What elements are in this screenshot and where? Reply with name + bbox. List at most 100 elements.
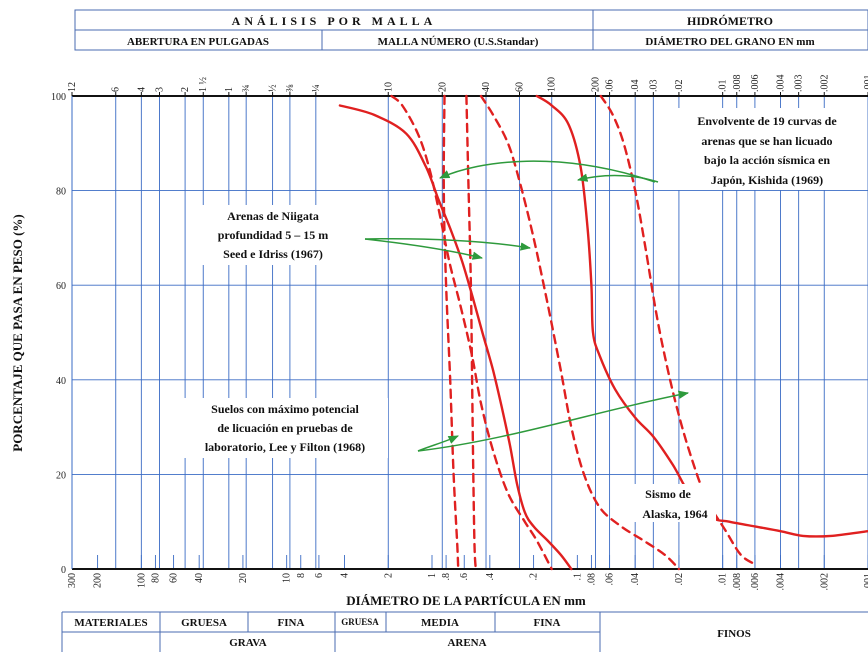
top-tick-label: 1 (224, 87, 235, 92)
top-tick-label: .006 (750, 75, 761, 93)
top-tick-label: .008 (732, 75, 743, 93)
bottom-tick-label: 100 (136, 573, 147, 588)
top-tick-labels: 12 6 4 3 2 1 ½ 1 ¾ ½ ⅜ ¼ 10 20 40 60 100 200 .06 .04 .03 .02… (67, 75, 868, 96)
bottom-tick-label: 10 (282, 573, 293, 583)
bottom-tick-label: 200 (93, 573, 104, 588)
bottom-tick-label: .008 (732, 573, 743, 591)
curve-lee-left (442, 94, 460, 571)
top-tick-label: 100 (547, 77, 558, 92)
header-mesh-number: MALLA NÚMERO (U.S.Standar) (378, 36, 539, 48)
annotation-alaska-line-1: Sismo de (645, 487, 691, 501)
annotation-kishida: Envolvente de 19 curvas de arenas que se… (666, 108, 866, 190)
annotation-kishida-line-4: Japón, Kishida (1969) (711, 173, 823, 187)
arrow-kishida-right (576, 173, 659, 183)
top-tick-label: .03 (648, 80, 659, 93)
top-tick-label: 2 (180, 87, 191, 92)
top-tick-label: ½ (268, 84, 279, 92)
bottom-tick-label: .8 (441, 573, 452, 581)
annotation-lee-line-2: de licuación en pruebas de (217, 421, 353, 435)
top-tick-label: ¼ (311, 84, 322, 92)
y-tick-label: 0 (61, 565, 66, 576)
top-tick-label: 6 (111, 87, 122, 92)
footer-arena-gruesa: GRUESA (341, 617, 379, 627)
annotation-kishida-line-2: arenas que se han licuado (701, 134, 832, 148)
annotation-niigata-line-2: profundidad 5 – 15 m (218, 228, 328, 242)
bottom-tick-label: .06 (605, 573, 616, 586)
annotation-niigata-line-1: Arenas de Niigata (227, 209, 319, 223)
annotation-lee-line-1: Suelos con máximo potencial (211, 402, 359, 416)
footer-arena-media: MEDIA (421, 617, 459, 629)
arrow-niigata-coarse (364, 238, 484, 260)
top-tick-label: .04 (630, 80, 641, 93)
header-opening-inches: ABERTURA EN PULGADAS (127, 36, 269, 48)
footer-grava-fina: FINA (278, 617, 305, 629)
y-tick-labels: 0 20 40 60 80 100 (51, 92, 66, 576)
curve-lee-right (465, 94, 477, 571)
annotation-niigata-line-3: Seed e Idriss (1967) (223, 247, 323, 261)
annotation-lee: Suelos con máximo potencial de licuación… (182, 398, 388, 458)
x-axis-label: DIÁMETRO DE LA PARTÍCULA EN mm (346, 593, 586, 608)
bottom-tick-label: .2 (529, 573, 540, 581)
bottom-tick-label: .004 (776, 573, 787, 591)
top-tick-label: .002 (819, 75, 830, 93)
top-tick-label: 10 (383, 82, 394, 92)
annotation-arrows (364, 160, 690, 452)
top-tick-label: 12 (67, 82, 78, 92)
bottom-tick-labels: 300 200 100 80 60 40 20 10 8 6 4 2 1.8 .6 .4 .2 .1.08 .06… (67, 573, 868, 591)
y-tick-label: 40 (56, 376, 66, 387)
top-tick-label: 40 (481, 82, 492, 92)
footer-arena: ARENA (447, 637, 486, 649)
top-tick-label: .001 (863, 75, 868, 93)
bottom-tick-label: 300 (67, 573, 78, 588)
bottom-tick-label: .4 (485, 573, 496, 581)
annotation-niigata: Arenas de Niigata profundidad 5 – 15 m S… (200, 205, 348, 265)
arrow-lee-left (417, 435, 459, 452)
header-table (74, 9, 868, 51)
curve-niigata-coarse (338, 104, 573, 571)
bottom-tick-label: .6 (459, 573, 470, 581)
bottom-tick-label: 20 (238, 573, 249, 583)
annotation-alaska-line-2: Alaska, 1964 (642, 507, 707, 521)
top-tick-label: 200 (590, 77, 601, 92)
y-tick-label: 20 (56, 470, 66, 481)
header-analysis-title: ANÁLISIS POR MALLA (232, 14, 437, 28)
bottom-tick-label: .01 (718, 573, 729, 586)
bottom-tick-label: 2 (383, 573, 394, 578)
top-tick-label: 20 (437, 82, 448, 92)
y-axis-label: PORCENTAJE QUE PASA EN PESO (%) (10, 214, 25, 452)
top-tick-label: .003 (794, 75, 805, 93)
bottom-tick-label: .002 (819, 573, 830, 591)
y-tick-label: 100 (51, 92, 66, 103)
top-tick-label: .004 (776, 75, 787, 93)
bottom-tick-label: .006 (750, 573, 761, 591)
curve-kishida-left (390, 94, 553, 571)
top-tick-label: ¾ (241, 85, 252, 93)
bottom-tick-label: .1 (572, 573, 583, 581)
arrow-kishida-left (439, 160, 656, 183)
bottom-tick-label: 80 (150, 573, 161, 583)
top-tick-label: ⅜ (285, 84, 296, 92)
bottom-tick-label: .08 (586, 573, 597, 586)
header-grain-diameter: DIÁMETRO DEL GRANO EN mm (645, 36, 814, 48)
plot-frame (71, 95, 868, 570)
y-tick-label: 60 (56, 281, 66, 292)
footer-table (61, 611, 868, 652)
bottom-tick-label: 1 (427, 573, 438, 578)
bottom-tick-label: 8 (296, 573, 307, 578)
curve-niigata-fine (535, 94, 868, 538)
bottom-tick-label: 4 (340, 573, 351, 578)
top-tick-label: 60 (515, 82, 526, 92)
footer-finos: FINOS (717, 628, 751, 640)
annotation-kishida-line-1: Envolvente de 19 curvas de (697, 114, 837, 128)
top-tick-label: .06 (605, 80, 616, 93)
bottom-tick-label: .04 (630, 573, 641, 586)
header-hydrometer-title: HIDRÓMETRO (687, 14, 773, 28)
curve-kishida-right (599, 94, 757, 566)
y-tick-label: 80 (56, 187, 66, 198)
top-tick-label: 4 (136, 87, 147, 92)
curve-middle-dashed (479, 94, 681, 571)
bottom-tick-label: 6 (314, 573, 325, 578)
arrow-lee-right (417, 390, 690, 452)
